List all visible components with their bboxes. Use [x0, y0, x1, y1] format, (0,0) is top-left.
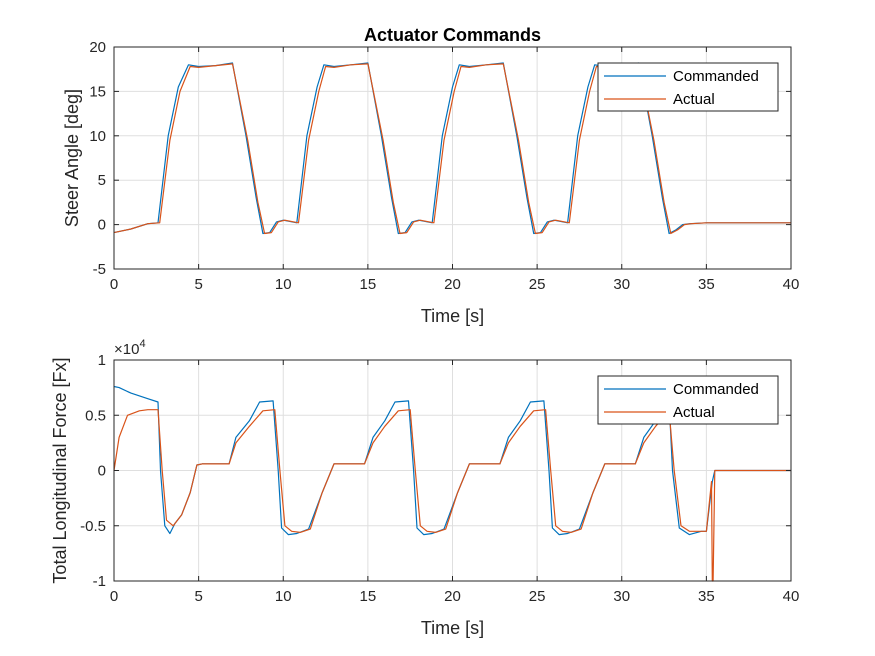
- force-x-tick-label: 20: [444, 588, 461, 605]
- steer-x-tick-label: 15: [360, 276, 377, 293]
- steer-x-tick-label: 25: [529, 276, 546, 293]
- force-legend: Commanded Actual: [597, 375, 779, 425]
- steer-x-tick-label: 0: [110, 276, 118, 293]
- force-x-tick-label: 35: [698, 588, 715, 605]
- force-x-tick-label: 15: [360, 588, 377, 605]
- steer-legend-actual: Actual: [673, 91, 715, 108]
- force-y-tick-label: -0.5: [80, 518, 106, 535]
- force-x-axis-label: Time [s]: [421, 618, 484, 638]
- steer-y-tick-label: 0: [98, 217, 106, 234]
- force-y-tick-label: -1: [93, 573, 106, 590]
- force-y-tick-label: 1: [98, 352, 106, 369]
- force-legend-commanded: Commanded: [673, 381, 759, 398]
- force-x-tick-label: 40: [783, 588, 800, 605]
- steer-y-tick-label: 5: [98, 172, 106, 189]
- steer-y-tick-label: 15: [89, 83, 106, 100]
- steer-y-axis-label: Steer Angle [deg]: [62, 89, 82, 227]
- force-x-tick-label: 30: [613, 588, 630, 605]
- longitudinal-force-plot: 0 5 10 15 20 25 30 35 40 -1 -0.5 0 0.5 1 ×104 Time [s…: [50, 338, 799, 638]
- steer-x-tick-label: 10: [275, 276, 292, 293]
- force-x-tick-label: 0: [110, 588, 118, 605]
- force-x-tick-label: 25: [529, 588, 546, 605]
- steer-x-tick-label: 5: [194, 276, 202, 293]
- force-x-tick-label: 5: [194, 588, 202, 605]
- force-y-tick-label: 0.5: [85, 407, 106, 424]
- force-y-axis-label: Total Longitudinal Force [Fx]: [50, 357, 70, 583]
- force-legend-actual: Actual: [673, 404, 715, 421]
- steer-y-tick-label: 10: [89, 128, 106, 145]
- force-y-tick-label: 0: [98, 463, 106, 480]
- steer-series-actual: [113, 63, 791, 235]
- force-exponent-label: ×104: [114, 338, 146, 358]
- steer-series-commanded: [113, 62, 791, 235]
- steer-y-tick-label: -5: [93, 261, 106, 278]
- chart-title: Actuator Commands: [364, 25, 541, 45]
- steer-legend: Commanded Actual: [597, 62, 779, 112]
- steer-legend-commanded: Commanded: [673, 68, 759, 85]
- steer-y-tick-label: 20: [89, 39, 106, 56]
- steer-x-tick-label: 20: [444, 276, 461, 293]
- steer-x-tick-label: 30: [613, 276, 630, 293]
- steer-x-axis-label: Time [s]: [421, 306, 484, 326]
- steer-x-tick-label: 40: [783, 276, 800, 293]
- steer-x-tick-label: 35: [698, 276, 715, 293]
- force-x-tick-label: 10: [275, 588, 292, 605]
